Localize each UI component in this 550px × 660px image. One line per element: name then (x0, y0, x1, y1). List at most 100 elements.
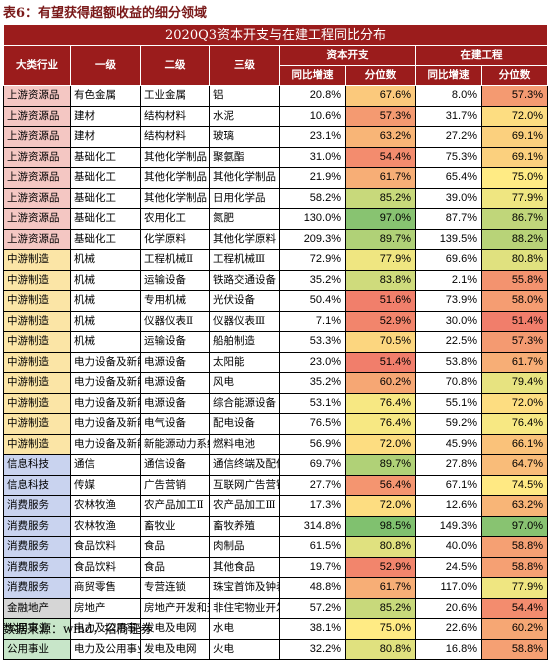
construction-percentile-cell: 80.8% (480, 249, 549, 271)
table-row: 中游制造 机械 仪器仪表Ⅱ 仪器仪表Ⅲ 7.1% 52.9% 30.0% 51.4% (3, 310, 549, 332)
capex-percentile-cell: 67.6% (345, 85, 416, 107)
capex-growth-cell: 53.1% (279, 392, 346, 414)
segment-cell: 中游制造 (3, 413, 71, 435)
capex-growth-cell: 76.5% (279, 413, 346, 435)
construction-growth-cell: 149.3% (415, 515, 482, 537)
construction-growth-cell: 27.2% (415, 126, 482, 148)
capex-growth-cell: 23.0% (279, 351, 346, 373)
capex-percentile-cell: 97.0% (345, 208, 416, 230)
level2-cell: 房地产开发和运营 (140, 597, 210, 619)
table-row: 中游制造 机械 专用机械 光伏设备 50.4% 51.6% 73.9% 58.0% (3, 290, 549, 312)
construction-percentile-cell: 58.8% (480, 556, 549, 578)
construction-growth-cell: 27.8% (415, 454, 482, 476)
capex-percentile-cell: 54.4% (345, 146, 416, 168)
segment-cell: 消费服务 (3, 515, 71, 537)
construction-growth-cell: 69.6% (415, 249, 482, 271)
header-group-capex: 资本开支 (279, 45, 416, 66)
level3-cell: 综合能源设备 (209, 392, 280, 414)
capex-percentile-cell: 51.6% (345, 290, 416, 312)
capex-percentile-cell: 77.9% (345, 249, 416, 271)
table-row: 中游制造电力设备及新能源电源设备太阳能23.0%51.4%53.8%61.7% (3, 351, 549, 373)
table-row: 消费服务 农林牧渔 农产品加工Ⅱ 农产品加工Ⅲ 17.3% 72.0% 12.6% 63.2% (3, 495, 549, 517)
capex-percentile-cell: 80.8% (345, 536, 416, 558)
construction-percentile-cell: 58.0% (480, 290, 549, 312)
level2-cell: 电源设备 (140, 372, 210, 394)
segment-cell: 上游资源品 (3, 126, 71, 148)
capex-percentile-cell: 60.2% (345, 372, 416, 394)
level2-cell: 其他化学制品 (140, 146, 210, 168)
segment-cell: 中游制造 (3, 249, 71, 271)
construction-growth-cell: 31.7% (415, 105, 482, 127)
level1-cell: 电力设备及新能源 (70, 372, 141, 394)
construction-percentile-cell: 58.8% (480, 536, 549, 558)
segment-cell: 中游制造 (3, 433, 71, 455)
segment-cell: 中游制造 (3, 310, 71, 332)
segment-cell: 公用事业 (3, 638, 71, 660)
level3-cell: 聚氨酯 (209, 146, 280, 168)
construction-percentile-cell: 69.1% (480, 126, 549, 148)
capex-growth-cell: 209.3% (279, 228, 346, 250)
level1-cell: 电力设备及新能源 (70, 351, 141, 373)
capex-growth-cell: 130.0% (279, 208, 346, 230)
capex-percentile-cell: 83.8% (345, 269, 416, 291)
capex-percentile-cell: 89.7% (345, 228, 416, 250)
level3-cell: 珠宝首饰及钟表 (209, 577, 280, 599)
table-row: 消费服务 食品饮料 食品 肉制品 61.5% 80.8% 40.0% 58.8% (3, 536, 549, 558)
construction-growth-cell: 30.0% (415, 310, 482, 332)
level3-cell: 水泥 (209, 105, 280, 127)
level2-cell: 广告营销 (140, 474, 210, 496)
construction-growth-cell: 40.0% (415, 536, 482, 558)
level3-cell: 畜牧养殖 (209, 515, 280, 537)
table-row: 中游制造电力设备及新能源电源设备综合能源设备53.1%76.4%55.1%72.… (3, 392, 549, 414)
capex-percentile-cell: 52.9% (345, 556, 416, 578)
capex-growth-cell: 314.8% (279, 515, 346, 537)
level1-cell: 食品饮料 (70, 536, 141, 558)
construction-growth-cell: 117.0% (415, 577, 482, 599)
level1-cell: 机械 (70, 249, 141, 271)
data-source-note: 数据来源：wind，招商证券 (3, 622, 153, 636)
capex-growth-cell: 21.9% (279, 167, 346, 189)
segment-cell: 信息科技 (3, 454, 71, 476)
segment-cell: 消费服务 (3, 495, 71, 517)
capex-growth-cell: 10.6% (279, 105, 346, 127)
capex-percentile-cell: 75.0% (345, 618, 416, 640)
segment-cell: 消费服务 (3, 536, 71, 558)
capex-percentile-cell: 85.2% (345, 597, 416, 619)
segment-cell: 上游资源品 (3, 208, 71, 230)
construction-percentile-cell: 97.0% (480, 515, 549, 537)
construction-growth-cell: 75.3% (415, 146, 482, 168)
table-row: 上游资源品 基础化工 其他化学制品 日用化学品 58.2% 85.2% 39.0% 77.9% (3, 187, 549, 209)
segment-cell: 消费服务 (3, 577, 71, 599)
table-row: 消费服务 食品饮料 食品 其他食品 19.7% 52.9% 24.5% 58.8% (3, 556, 549, 578)
level2-cell: 结构材料 (140, 126, 210, 148)
table-row: 公用事业 电力及公用事业 发电及电网 火电 32.2% 80.8% 16.8% 58.8% (3, 638, 549, 660)
level1-cell: 机械 (70, 331, 141, 353)
construction-percentile-cell: 57.3% (480, 85, 549, 107)
construction-growth-cell: 22.6% (415, 618, 482, 640)
level2-cell: 工业金属 (140, 85, 210, 107)
table-row: 消费服务 农林牧渔 畜牧业 畜牧养殖 314.8% 98.5% 149.3% 97.0% (3, 515, 549, 537)
construction-growth-cell: 2.1% (415, 269, 482, 291)
construction-growth-cell: 24.5% (415, 556, 482, 578)
capex-percentile-cell: 70.5% (345, 331, 416, 353)
capex-growth-cell: 61.5% (279, 536, 346, 558)
level1-cell: 通信 (70, 454, 141, 476)
table-caption: 表6：有望获得超额收益的细分领域 (3, 6, 208, 21)
construction-percentile-cell: 74.5% (480, 474, 549, 496)
construction-percentile-cell: 77.9% (480, 577, 549, 599)
table-row: 中游制造 机械 运输设备 船舶制造 53.3% 70.5% 22.5% 57.3% (3, 331, 549, 353)
level3-cell: 配电设备 (209, 413, 280, 435)
capex-growth-cell: 50.4% (279, 290, 346, 312)
capex-percentile-cell: 61.7% (345, 167, 416, 189)
level2-cell: 新能源动力系统 (140, 433, 210, 455)
table-title: 2020Q3资本开支与在建工程同比分布 (2, 24, 549, 46)
table-row: 信息科技 传媒 广告营销 互联网广告营销 27.7% 56.4% 67.1% 74.5% (3, 474, 549, 496)
segment-cell: 中游制造 (3, 331, 71, 353)
level2-cell: 工程机械Ⅱ (140, 249, 210, 271)
level1-cell: 电力及公用事业 (70, 638, 141, 660)
level1-cell: 电力设备及新能源 (70, 413, 141, 435)
level1-cell: 基础化工 (70, 167, 141, 189)
construction-growth-cell: 39.0% (415, 187, 482, 209)
construction-percentile-cell: 79.4% (480, 372, 549, 394)
level3-cell: 仪器仪表Ⅲ (209, 310, 280, 332)
